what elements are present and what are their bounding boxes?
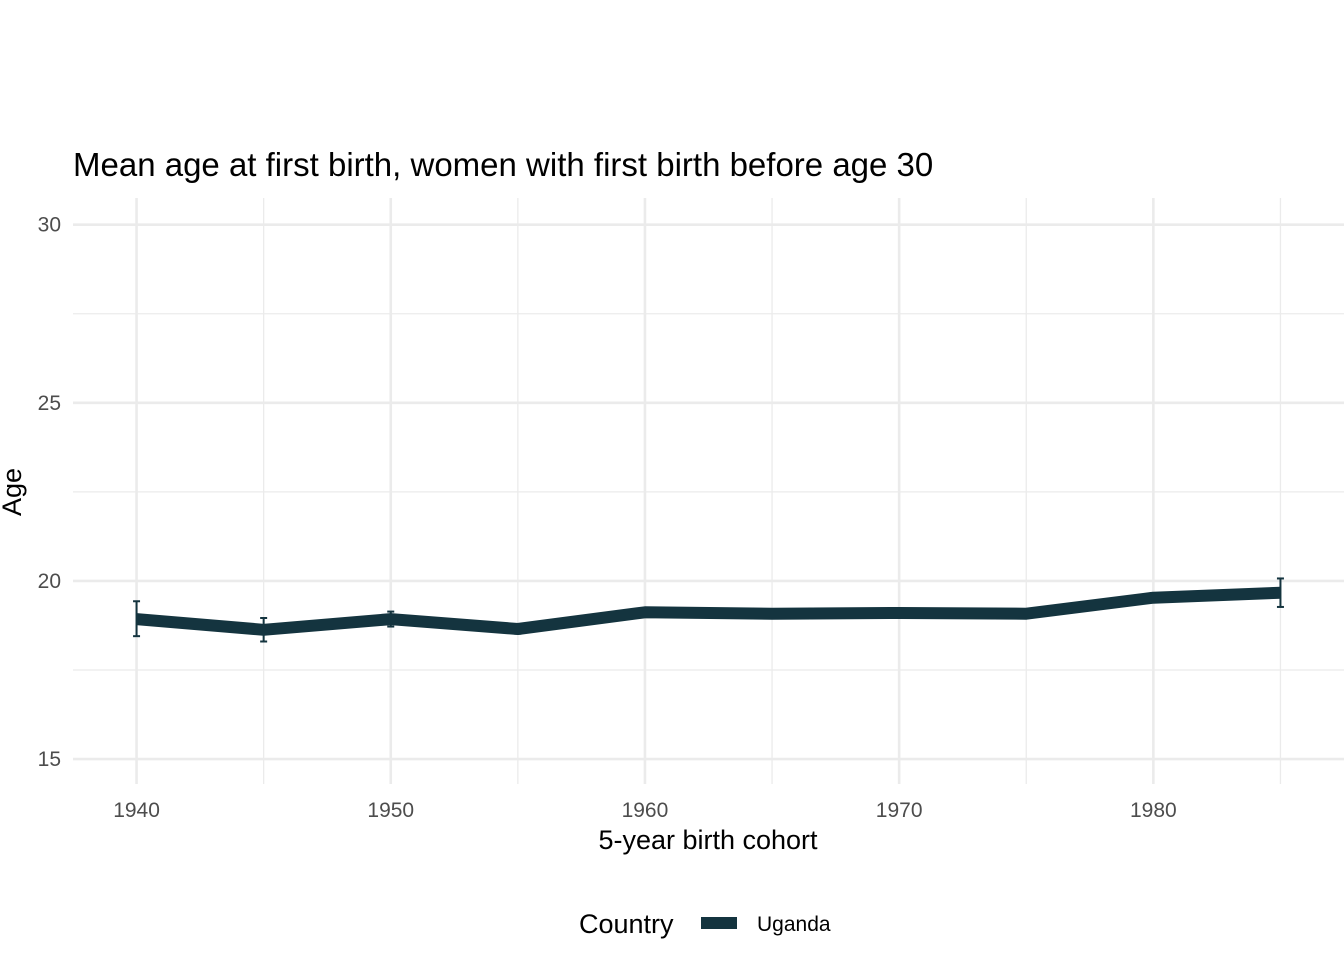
x-tick-label: 1970 xyxy=(876,799,923,822)
y-tick-label: 30 xyxy=(38,214,61,237)
x-tick-label: 1950 xyxy=(367,799,414,822)
y-tick-label: 20 xyxy=(38,570,61,593)
legend-key-uganda xyxy=(701,917,737,929)
series-line-uganda xyxy=(136,586,1281,636)
grid-layer xyxy=(73,198,1344,784)
x-tick-label: 1940 xyxy=(113,799,160,822)
x-tick-label: 1980 xyxy=(1130,799,1177,822)
x-tick-label: 1960 xyxy=(622,799,669,822)
legend-label-uganda: Uganda xyxy=(757,913,831,936)
y-axis-title: Age xyxy=(0,468,27,516)
axis-layer: 15 20 25 30 1940 1950 1960 1970 1980 xyxy=(38,214,1177,822)
x-axis-title: 5-year birth cohort xyxy=(598,825,818,855)
legend: Country Uganda xyxy=(579,909,831,939)
y-tick-label: 25 xyxy=(38,392,61,415)
y-tick-label: 15 xyxy=(38,748,61,771)
chart-title: Mean age at first birth, women with firs… xyxy=(73,146,933,183)
legend-title: Country xyxy=(579,909,674,939)
series-layer xyxy=(133,577,1284,643)
